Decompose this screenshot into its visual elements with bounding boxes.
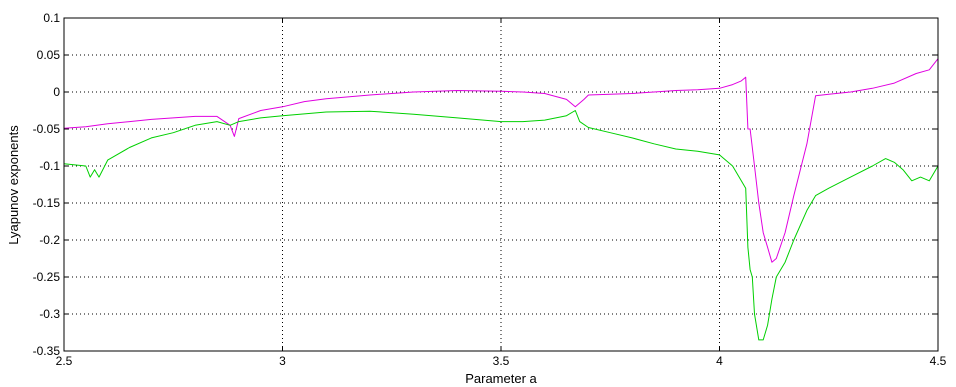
y-tick-label: 0.1 [43,11,60,25]
plot-area [64,18,938,351]
x-tick-label: 2.5 [56,354,73,368]
series-line-2 [63,110,939,341]
y-axis-label: Lyapunov exponents [6,125,21,245]
y-tick-label: -0.15 [33,196,61,210]
y-tick-label: -0.25 [33,270,61,284]
y-tick-label: -0.3 [39,307,60,321]
series-line-1 [63,58,939,263]
ticks: 2.5 3 3.5 4 4.5 -0.35 -0.3 -0.25 -0.2 -0.15 -0.1 -0… [33,11,947,368]
x-tick-label: 4.5 [930,354,947,368]
y-tick-label: -0.35 [33,344,61,358]
series-layer [63,58,939,341]
y-tick-label: -0.05 [33,122,61,136]
y-tick-label: -0.2 [39,233,60,247]
x-axis-label: Parameter a [465,371,537,386]
y-tick-label: 0.05 [37,48,61,62]
x-tick-label: 4 [716,354,723,368]
y-tick-label: 0 [53,85,60,99]
x-tick-label: 3.5 [493,354,510,368]
x-tick-label: 3 [279,354,286,368]
y-tick-label: -0.1 [39,159,60,173]
